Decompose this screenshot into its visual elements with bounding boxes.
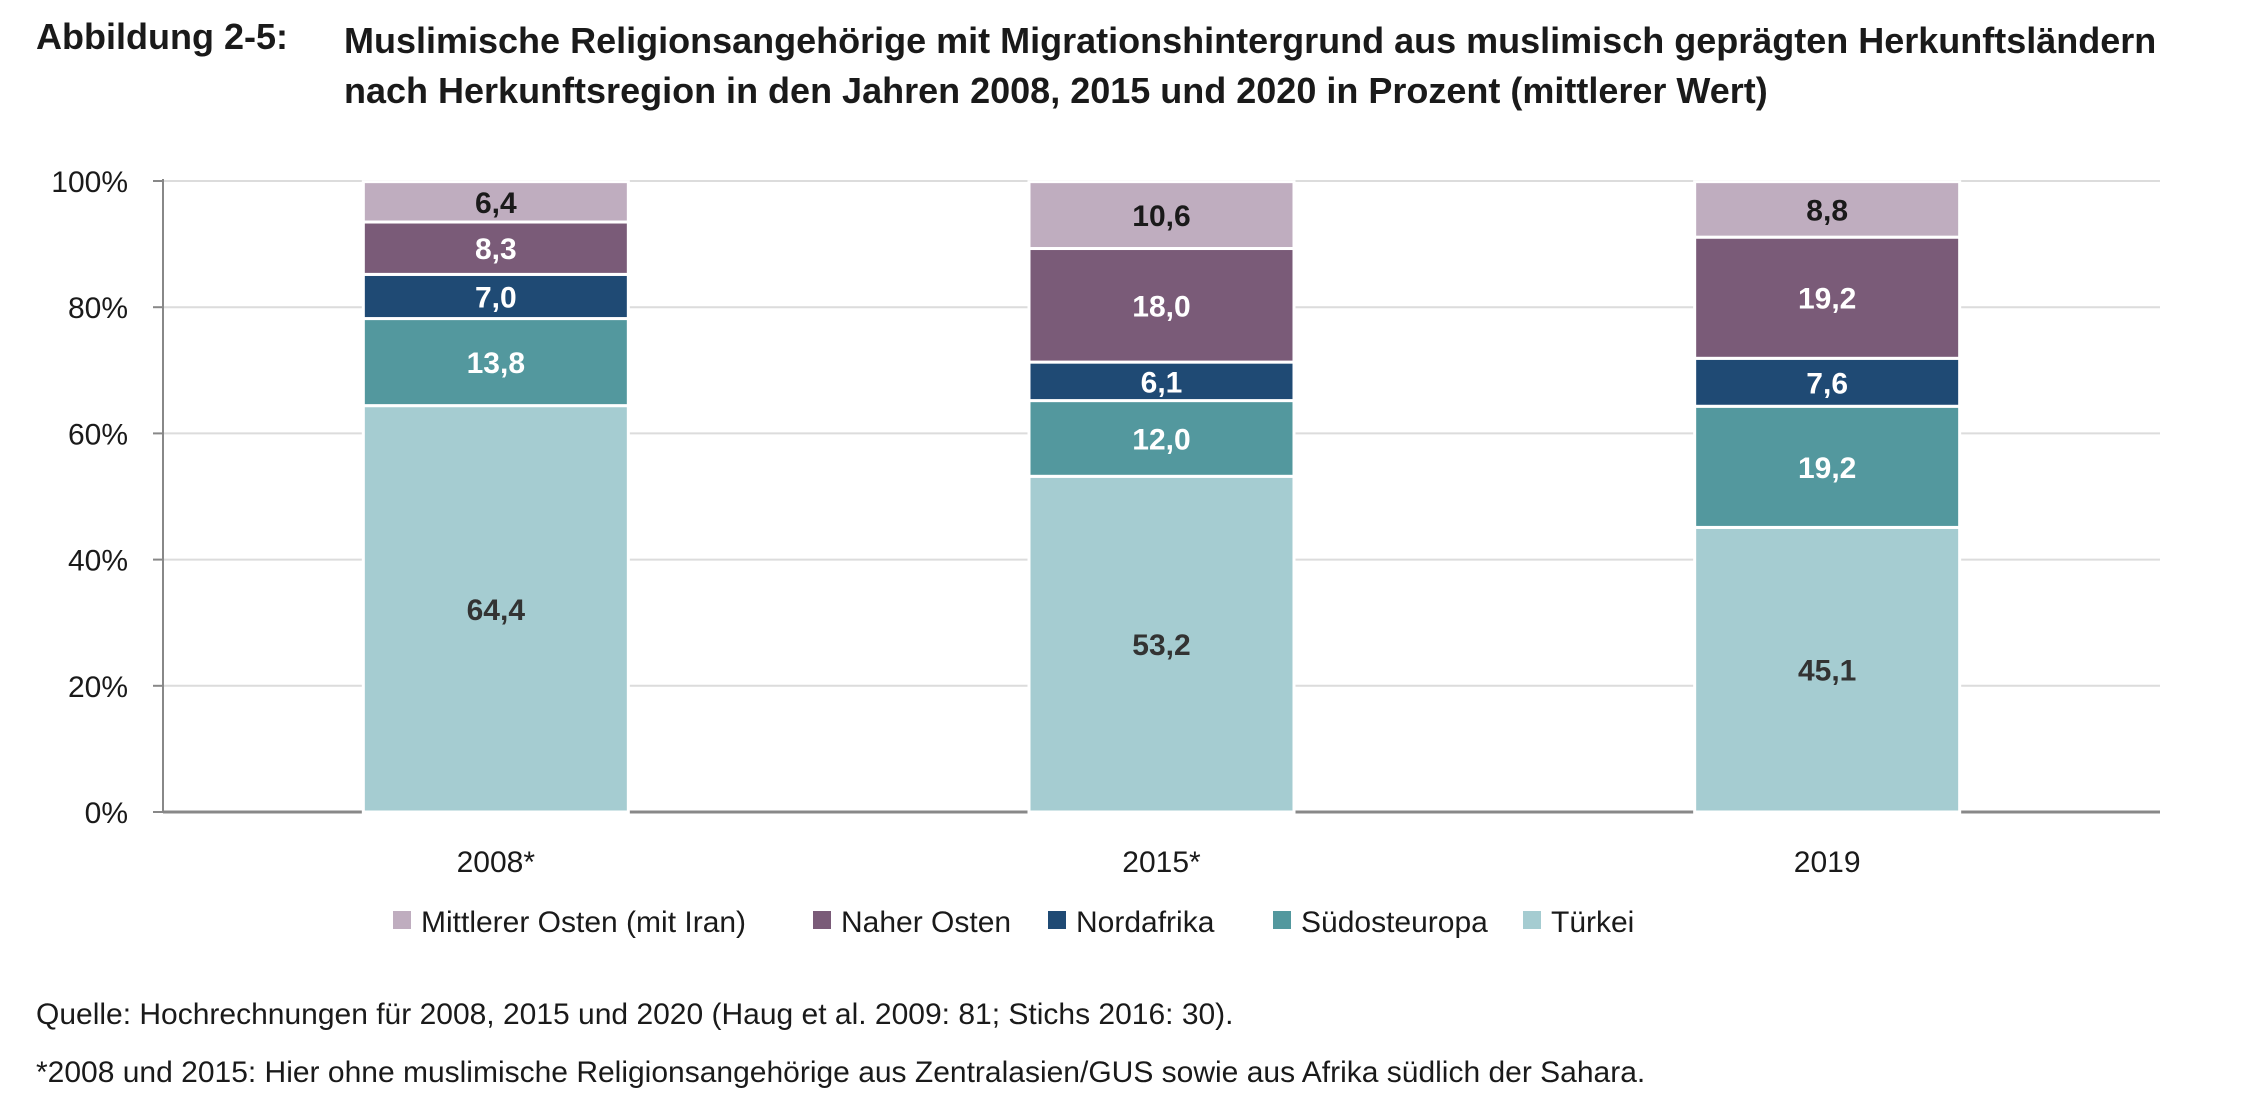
- legend-swatch: [813, 911, 831, 929]
- bar-segment: [1027, 180, 1296, 251]
- legend-label: Nordafrika: [1076, 906, 1215, 939]
- data-label: 6,4: [475, 187, 517, 220]
- y-tick-label: 100%: [51, 166, 128, 199]
- legend-label: Südosteuropa: [1301, 906, 1488, 939]
- data-label: 10,6: [1132, 200, 1190, 233]
- x-tick-label: 2008*: [457, 846, 536, 879]
- data-label: 8,8: [1806, 194, 1848, 227]
- y-tick-label: 80%: [68, 292, 128, 325]
- data-label: 53,2: [1132, 629, 1190, 662]
- legend-label: Mittlerer Osten (mit Iran): [421, 906, 746, 939]
- figure-title: Muslimische Religionsangehörige mit Migr…: [344, 20, 2157, 111]
- data-label: 19,2: [1798, 452, 1856, 485]
- legend-swatch: [1273, 911, 1291, 929]
- data-label: 45,1: [1798, 655, 1856, 688]
- legend-swatch: [1523, 911, 1541, 929]
- bar-segment: [1693, 180, 1962, 239]
- x-tick-label: 2015*: [1122, 846, 1201, 879]
- bar-segment: [1027, 399, 1296, 478]
- y-tick-label: 0%: [85, 797, 128, 830]
- data-label: 19,2: [1798, 283, 1856, 316]
- bar-segment: [361, 180, 630, 224]
- y-tick-label: 40%: [68, 545, 128, 578]
- y-tick-label: 20%: [68, 671, 128, 704]
- data-label: 12,0: [1132, 423, 1190, 456]
- data-label: 7,6: [1806, 367, 1848, 400]
- bar-segment: [361, 272, 630, 321]
- legend-swatch: [393, 911, 411, 929]
- bar-segment: [1027, 474, 1296, 814]
- legend-label: Türkei: [1551, 906, 1634, 939]
- footnote: *2008 und 2015: Hier ohne muslimische Re…: [36, 1056, 1646, 1089]
- bar-segment: [361, 404, 630, 814]
- data-label: 8,3: [475, 233, 517, 266]
- stacked-bar-chart: 0% 20% 40% 60% 80% 100% 64,4 13,8 7,0 8,3 6,4 2008*…: [51, 166, 2160, 939]
- y-tick-label: 60%: [68, 418, 128, 451]
- legend-swatch: [1048, 911, 1066, 929]
- legend-label: Naher Osten: [841, 906, 1011, 939]
- bar-segment: [1027, 247, 1296, 364]
- data-label: 18,0: [1132, 290, 1190, 323]
- data-label: 64,4: [467, 594, 526, 627]
- x-tick-label: 2019: [1794, 846, 1861, 879]
- data-label: 13,8: [467, 347, 525, 380]
- source-note: Quelle: Hochrechnungen für 2008, 2015 un…: [36, 998, 1234, 1031]
- figure-label: Abbildung 2-5:: [36, 16, 288, 57]
- data-label: 6,1: [1141, 366, 1183, 399]
- bar-segment: [1693, 525, 1962, 814]
- bar-segment: [1693, 235, 1962, 360]
- bar-segment: [1693, 404, 1962, 529]
- data-label: 7,0: [475, 281, 517, 314]
